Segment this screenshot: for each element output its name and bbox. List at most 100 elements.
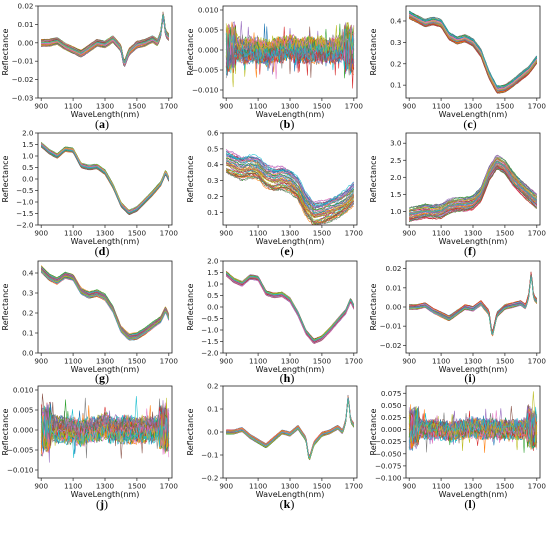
x-tick-label: 1300	[96, 482, 115, 491]
y-tick-label: 0.01	[385, 283, 401, 292]
spectrum-line	[40, 142, 170, 211]
y-tick-label: −1.0	[16, 198, 34, 207]
spectrum-line	[41, 15, 170, 65]
y-axis-label: Reflectance	[186, 155, 195, 202]
y-tick-label: 0.1	[390, 81, 401, 90]
y-tick-label: 0.0	[207, 303, 219, 312]
spectrum-line	[409, 156, 538, 209]
series-group	[408, 154, 538, 223]
x-axis-label: WaveLength(nm)	[256, 110, 325, 119]
y-tick-label: 0.025	[381, 413, 402, 422]
spectrum-line	[226, 274, 355, 343]
y-tick-label: 0.000	[381, 425, 402, 434]
x-tick-label: 1300	[281, 229, 300, 238]
spectrum-line	[226, 164, 355, 219]
x-tick-label: 900	[402, 357, 416, 366]
spectrum-line	[40, 397, 170, 442]
spectrum-line	[40, 414, 170, 458]
plot-frame	[37, 260, 173, 354]
x-tick-label: 1700	[160, 102, 179, 111]
series-group	[41, 11, 170, 67]
x-tick-label: 1700	[345, 102, 364, 111]
x-tick-label: 1500	[496, 482, 515, 491]
panel-a: 900 1100 1300 1500 1700 −0.03 −0.02 −0.01 0.00 0.…	[1, 2, 178, 132]
x-tick-label: 1500	[313, 102, 332, 111]
spectrum-line	[41, 12, 169, 61]
x-tick-label: 900	[219, 357, 233, 366]
y-tick-label: 0.1	[207, 405, 218, 414]
spectrum-line	[226, 273, 355, 342]
spectrum-line	[409, 162, 537, 217]
panel-c: 900 1100 1300 1500 1700 0.1 0.2 0.3 0.4 WaveLengt…	[369, 5, 546, 131]
x-tick-label: 1500	[496, 357, 515, 366]
plot-frame	[37, 5, 173, 99]
y-tick-label: 0.2	[207, 382, 218, 391]
spectrum-line	[226, 395, 355, 456]
panel-b: 900 1100 1300 1500 1700 −0.010 −0.005 0.000 0.00…	[186, 6, 363, 132]
y-tick-label: 0.000	[198, 46, 219, 55]
spectrum-line	[409, 273, 538, 333]
panel-l: 900 1100 1300 1500 1700 −0.100 −0.075 −0.050 −0.…	[369, 385, 546, 511]
spectrum-line	[409, 162, 538, 217]
y-axis-label: Reflectance	[1, 155, 10, 202]
y-tick-label: −0.050	[375, 449, 402, 458]
series-group	[225, 21, 355, 89]
y-tick-label: −0.01	[11, 57, 33, 66]
spectrum-line	[409, 275, 537, 335]
y-axis-label: Reflectance	[186, 283, 195, 330]
x-tick-label: 1700	[345, 357, 364, 366]
x-tick-label: 1500	[313, 357, 332, 366]
spectrum-line	[225, 36, 355, 75]
spectrum-line	[409, 15, 538, 91]
x-axis-label: WaveLength(nm)	[439, 365, 508, 374]
y-tick-label: 0.3	[22, 289, 33, 298]
x-tick-label: 1700	[528, 229, 547, 238]
y-tick-label: 0.000	[13, 426, 34, 435]
panel-label: (k)	[280, 497, 295, 511]
spectrum-line	[409, 11, 538, 88]
spectrum-line	[40, 143, 170, 213]
spectrum-line	[226, 395, 355, 457]
x-tick-label: 1300	[464, 357, 483, 366]
x-tick-label: 1500	[128, 102, 147, 111]
x-axis-label: WaveLength(nm)	[71, 490, 140, 499]
y-tick-label: −0.010	[7, 466, 34, 475]
x-tick-label: 1700	[160, 482, 179, 491]
spectrum-line	[226, 275, 355, 344]
x-axis-label: WaveLength(nm)	[71, 237, 140, 246]
x-tick-label: 900	[219, 102, 233, 111]
spectrum-line	[226, 272, 355, 341]
spectrum-line	[226, 170, 354, 224]
x-tick-label: 1100	[432, 357, 451, 366]
spectrum-line	[226, 169, 354, 224]
spectrum-line	[40, 269, 170, 338]
y-tick-label: 0.0	[22, 349, 34, 358]
x-tick-label: 900	[402, 229, 416, 238]
y-tick-label: 0.010	[198, 6, 219, 15]
spectrum-line	[41, 14, 169, 64]
y-tick-label: 0.010	[13, 386, 34, 395]
y-tick-label: −0.005	[192, 66, 219, 75]
y-tick-label: −0.5	[16, 186, 33, 195]
y-tick-label: 1.5	[207, 268, 218, 277]
spectrum-line	[226, 395, 355, 457]
y-tick-label: 0.6	[207, 129, 219, 138]
spectrum-line	[226, 154, 355, 208]
y-tick-label: 0.4	[207, 160, 219, 169]
spectrum-line	[40, 146, 170, 215]
panel-d: 900 1100 1300 1500 1700 −2.0 −1.5 −1.0 −0.5 0.0 0.…	[1, 129, 178, 259]
x-tick-label: 1100	[249, 357, 268, 366]
spectrum-line	[409, 274, 538, 334]
spectrum-line	[40, 145, 170, 214]
y-tick-label: 0.3	[390, 38, 401, 47]
plot-frame	[37, 132, 173, 226]
series-group	[40, 393, 170, 463]
spectrum-line	[225, 274, 355, 343]
spectrum-line	[226, 395, 355, 457]
x-tick-label: 1700	[160, 357, 179, 366]
y-tick-label: 1.5	[22, 140, 33, 149]
spectrum-line	[226, 395, 355, 457]
series-group	[40, 141, 170, 216]
spectrum-line	[225, 274, 355, 343]
